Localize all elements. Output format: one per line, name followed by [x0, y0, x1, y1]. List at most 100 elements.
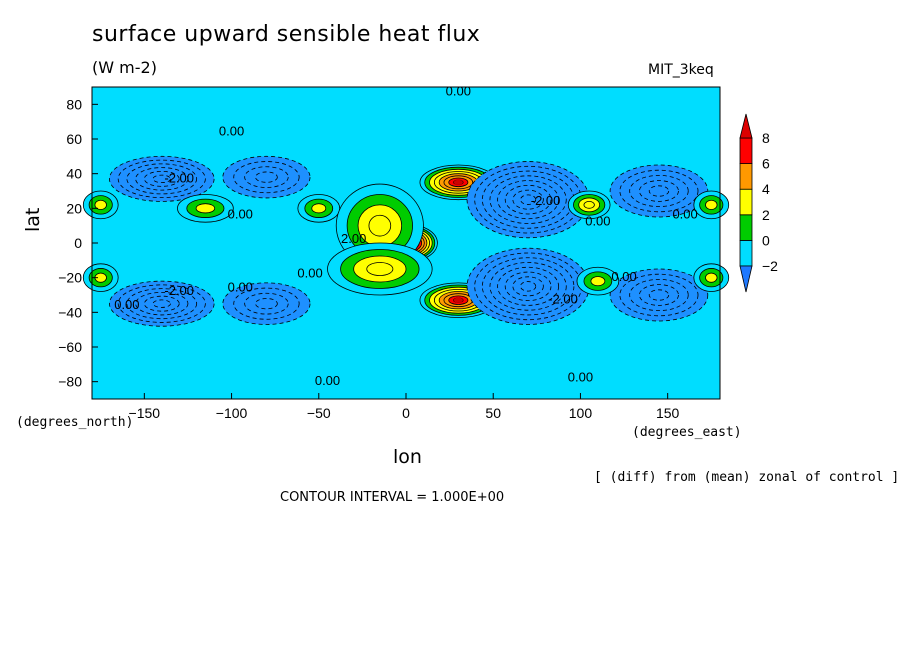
x-tick-label-6: 150 — [656, 405, 680, 421]
negative-contour-4-3 — [255, 171, 278, 183]
chart-title: surface upward sensible heat flux — [92, 22, 481, 47]
contour-label-8: 0.00 — [611, 269, 636, 284]
model-name: MIT_3keq — [648, 62, 714, 78]
negative-region-8 — [466, 247, 590, 325]
colorbar-label-5: 8 — [762, 130, 770, 146]
colorbar-box-4 — [739, 137, 753, 165]
contour-label-9: 0.00 — [672, 207, 697, 222]
x-unit-label: (degrees_east) — [632, 425, 742, 440]
x-axis-label: lon — [393, 446, 422, 468]
contour-label-5: 0.00 — [315, 373, 340, 388]
colorbar-label-2: 2 — [762, 207, 770, 223]
negative-contour-5-3 — [135, 291, 189, 316]
contour-label-3: 0.00 — [228, 280, 253, 295]
negative-contour-9-3 — [639, 180, 679, 202]
negative-contour-8-4 — [497, 266, 560, 306]
x-tick-label-1: −100 — [216, 405, 248, 421]
x-tick-label-0: −150 — [129, 405, 161, 421]
colorbar-arrow-low — [739, 265, 753, 293]
colorbar-label-1: 0 — [762, 232, 770, 248]
negative-contour-6-1 — [233, 287, 300, 320]
negative-contour-10-4 — [648, 289, 670, 301]
y-tick-label-7: 60 — [66, 131, 82, 147]
negative-contour-9-4 — [648, 185, 670, 197]
colorbar-box-3 — [739, 163, 753, 190]
y-tick-label-2: −40 — [58, 304, 82, 320]
negative-contour-7-5 — [504, 184, 552, 215]
negative-contour-8-7 — [520, 281, 537, 292]
maximum-core-0 — [453, 179, 463, 185]
x-tick-label-4: 50 — [485, 405, 501, 421]
contour-label-14: -2.00 — [548, 292, 578, 307]
x-tick-label-3: 0 — [402, 405, 410, 421]
colorbar-label-3: 4 — [762, 181, 770, 197]
negative-region-3 — [109, 155, 215, 202]
contour-label-10: 0.00 — [114, 297, 139, 312]
contour-label-11: -2.00 — [164, 170, 194, 185]
negative-contour-6-3 — [255, 298, 278, 310]
colorbar-label-0: −2 — [762, 258, 778, 274]
colorbar-arrow-high — [739, 113, 753, 139]
negative-contour-10-1 — [619, 273, 699, 317]
negative-contour-5-2 — [126, 288, 198, 320]
y-tick-label-4: 0 — [74, 235, 82, 251]
contour-label-7: 0.00 — [585, 214, 610, 229]
positive-contour-13-3 — [583, 201, 595, 209]
y-tick-label-8: 80 — [66, 96, 82, 112]
x-tick-label-5: 100 — [569, 405, 593, 421]
negative-contour-5-1 — [117, 284, 206, 323]
negative-contour-5-4 — [143, 295, 180, 312]
negative-region-4 — [222, 155, 311, 199]
negative-contour-3-5 — [152, 174, 171, 184]
negative-contour-8-5 — [504, 271, 552, 302]
negative-contour-6-2 — [244, 292, 289, 315]
negative-contour-8-2 — [481, 257, 575, 316]
negative-region-10 — [609, 268, 709, 322]
y-unit-label: (degrees_north) — [16, 415, 134, 430]
contour-label-0: 0.00 — [446, 84, 471, 99]
chart-units: (W m-2) — [92, 58, 157, 77]
contour-label-15: 2.00 — [341, 231, 366, 246]
negative-contour-3-3 — [135, 167, 189, 191]
positive-contour-11-2 — [195, 203, 216, 214]
y-tick-label-0: −80 — [58, 374, 82, 390]
negative-contour-7-6 — [512, 189, 544, 210]
maximum-core-1 — [453, 297, 463, 303]
negative-contour-3-1 — [117, 159, 206, 199]
negative-region-5 — [109, 280, 215, 327]
contour-label-2: 0.00 — [228, 207, 253, 222]
negative-contour-10-3 — [639, 284, 679, 306]
negative-contour-3-2 — [126, 163, 198, 195]
x-tick-label-2: −50 — [307, 405, 331, 421]
negative-contour-10-2 — [629, 278, 689, 311]
contour-label-13: -2.00 — [531, 193, 561, 208]
negative-contour-8-3 — [489, 262, 567, 311]
colorbar-box-0 — [739, 239, 753, 267]
y-tick-label-1: −60 — [58, 339, 82, 355]
diff-note: [ (diff) from (mean) zonal of control ] — [594, 470, 900, 485]
y-tick-label-6: 40 — [66, 166, 82, 182]
y-tick-label-5: 20 — [66, 200, 82, 216]
negative-region-6 — [222, 282, 311, 325]
negative-contour-4-1 — [233, 161, 300, 194]
negative-contour-7-4 — [497, 180, 560, 220]
positive-contour-20-3 — [366, 262, 394, 276]
positive-contour-19-3 — [368, 214, 392, 237]
positive-contour-17-2 — [705, 199, 718, 210]
negative-contour-9-2 — [629, 174, 689, 207]
positive-contour-15-2 — [94, 199, 107, 210]
positive-contour-12-2 — [311, 203, 327, 214]
contour-label-6: 0.00 — [568, 370, 593, 385]
negative-contour-4-2 — [244, 166, 289, 188]
negative-contour-5-5 — [152, 299, 171, 308]
negative-contour-3-4 — [143, 170, 180, 187]
negative-contour-9-1 — [619, 169, 699, 213]
colorbar-box-1 — [739, 214, 753, 241]
positive-contour-14-2 — [590, 276, 606, 287]
contour-label-1: 0.00 — [219, 124, 244, 139]
colorbar-box-2 — [739, 188, 753, 216]
negative-contour-7-7 — [520, 194, 537, 205]
positive-contour-18-2 — [705, 272, 718, 283]
negative-contour-7-3 — [489, 175, 567, 224]
